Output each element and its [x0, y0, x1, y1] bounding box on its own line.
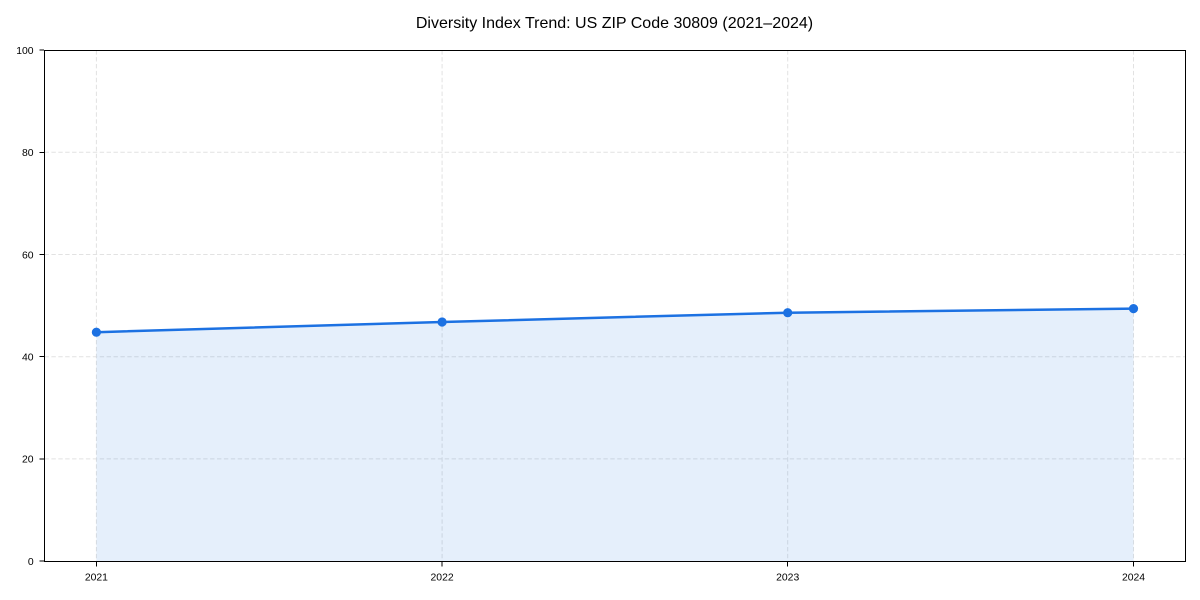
svg-text:0: 0	[28, 557, 34, 568]
svg-text:60: 60	[22, 250, 34, 261]
svg-text:2023: 2023	[776, 573, 799, 584]
svg-text:80: 80	[22, 148, 34, 159]
svg-text:100: 100	[16, 46, 34, 57]
svg-text:Diversity Index Trend: US ZIP: Diversity Index Trend: US ZIP Code 30809…	[416, 15, 813, 32]
svg-text:2024: 2024	[1122, 573, 1145, 584]
svg-text:2021: 2021	[85, 573, 108, 584]
svg-text:2022: 2022	[431, 573, 454, 584]
svg-text:20: 20	[22, 455, 34, 466]
svg-text:40: 40	[22, 353, 34, 364]
